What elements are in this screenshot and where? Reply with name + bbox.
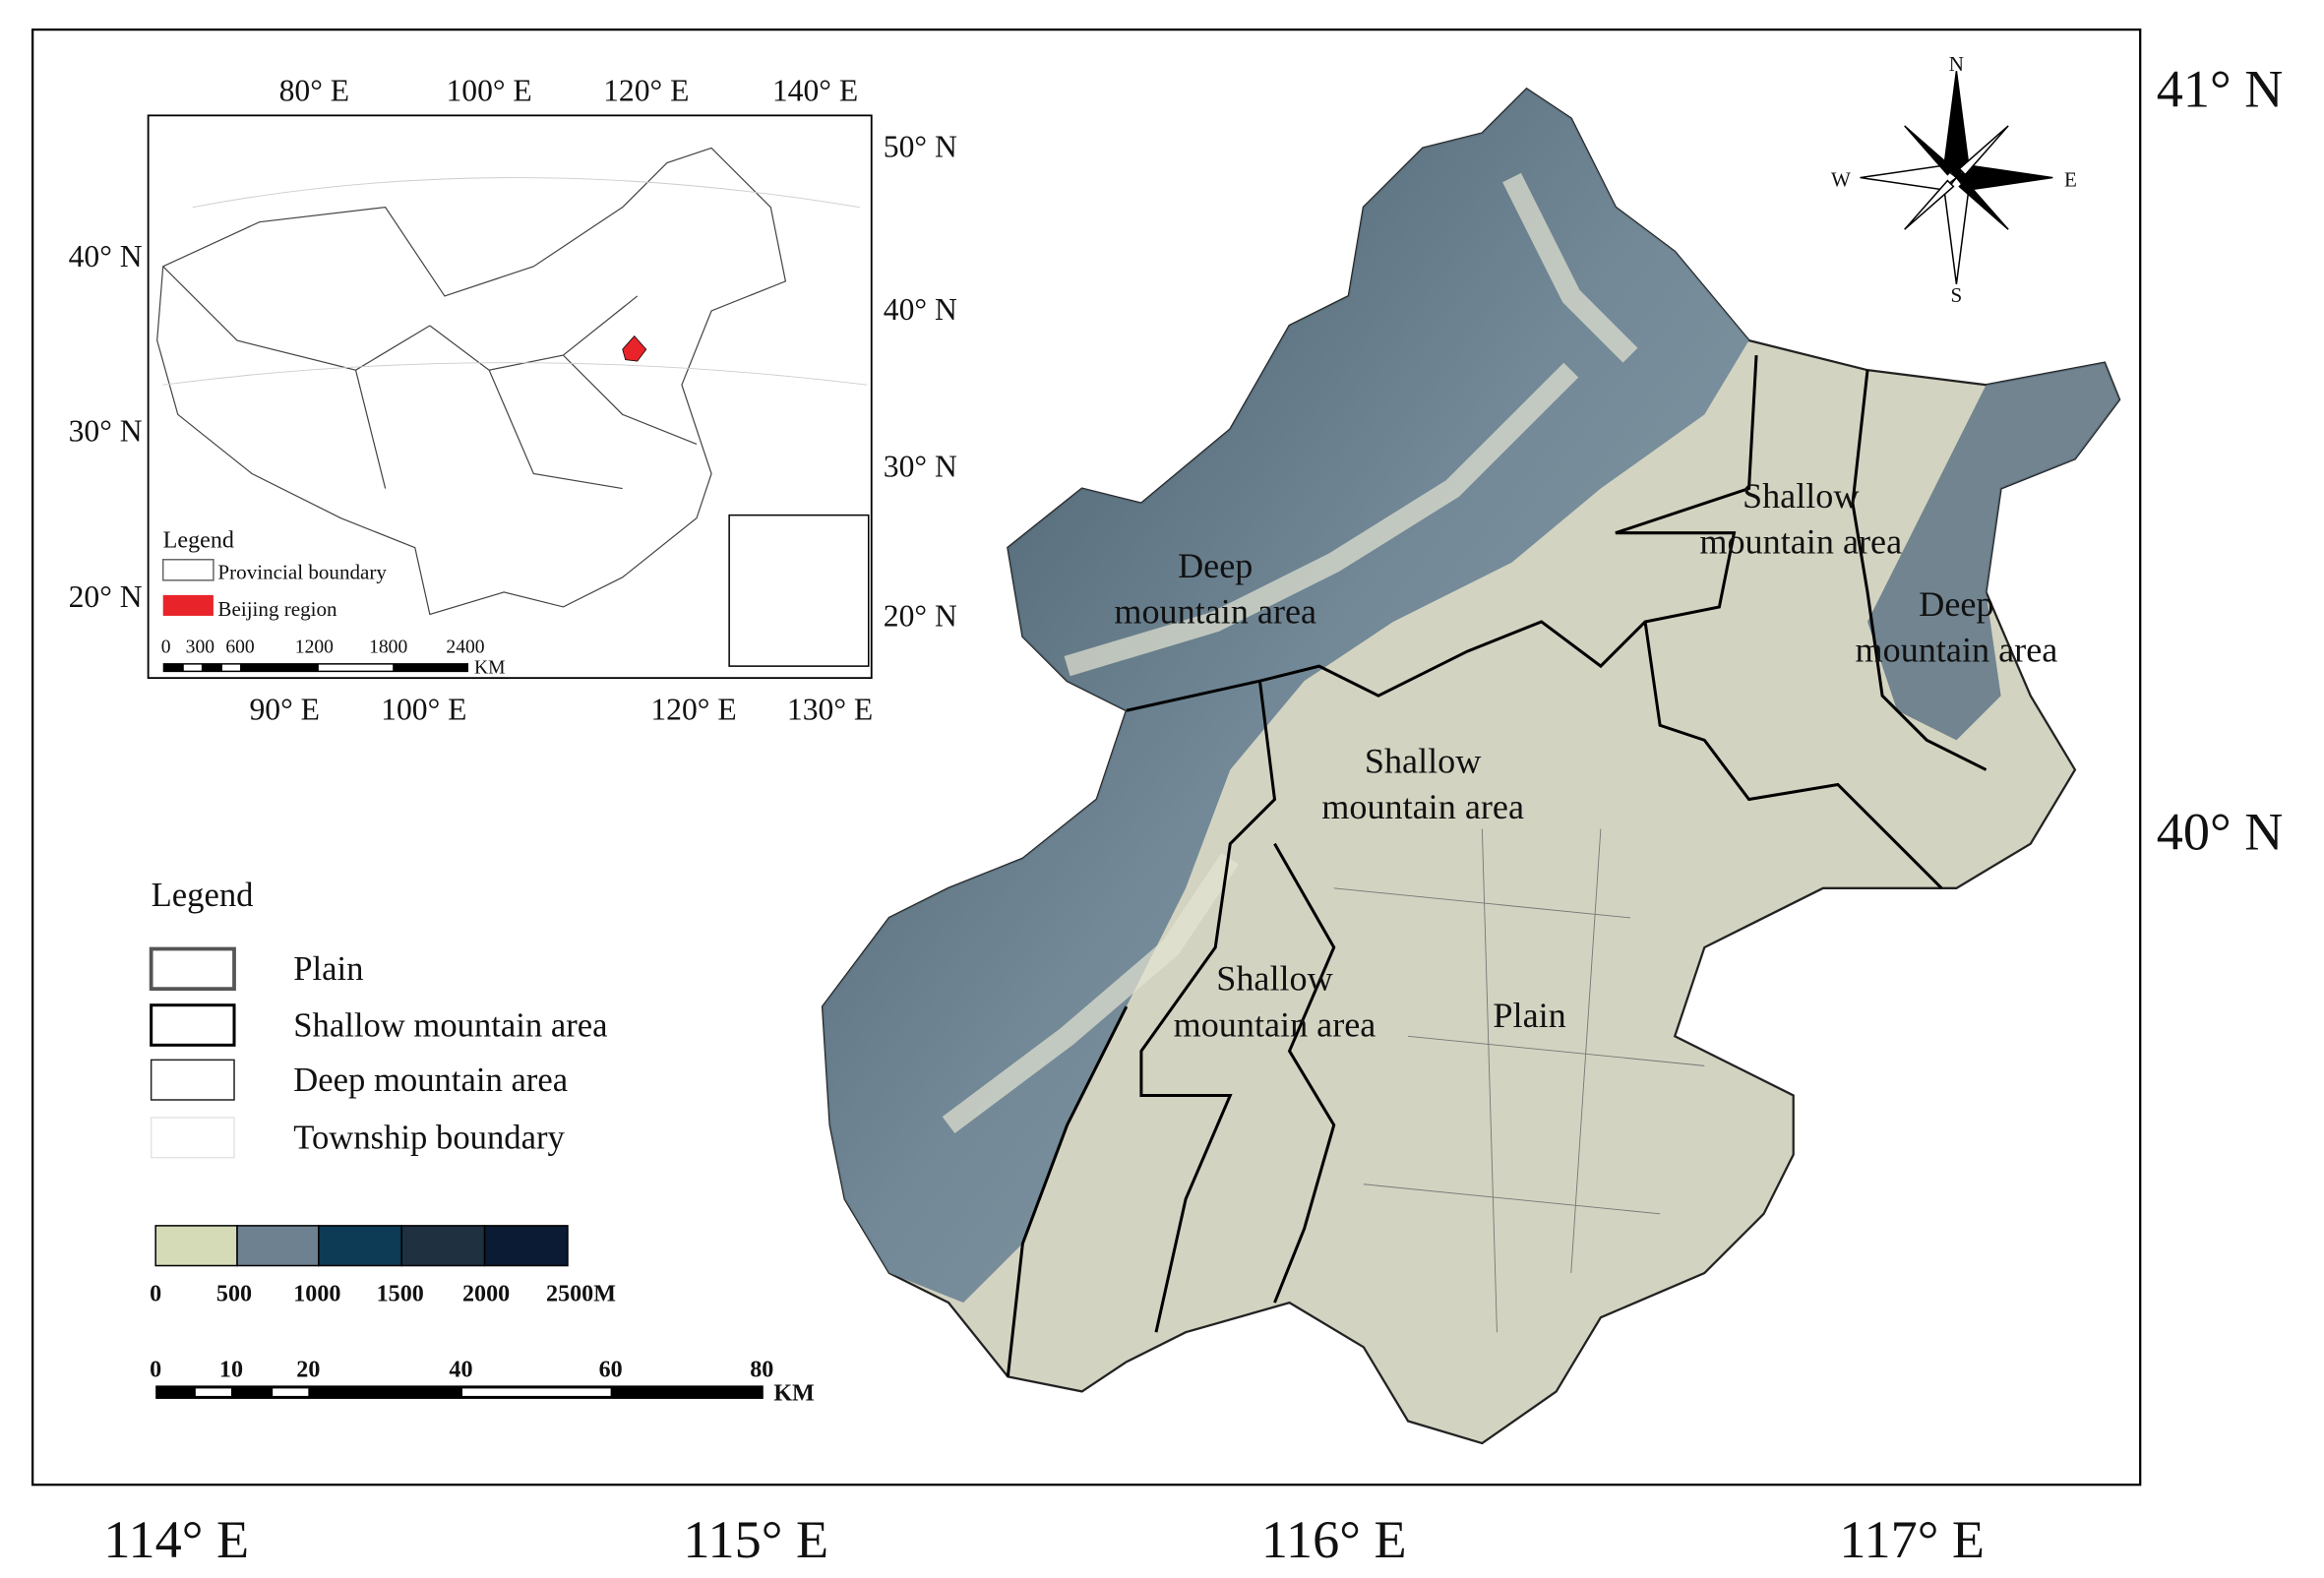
scale-bar-label: 60 [599,1357,623,1382]
legend-title: Legend [152,877,254,914]
south-sea-inset [728,514,870,667]
legend-swatch-township [150,1117,235,1159]
compass-label: N [1949,52,1964,76]
legend-item: Plain [293,950,363,988]
legend-swatch-plain [149,946,236,992]
inset-left-label: 20° N [69,579,143,614]
elevation-colorbar [154,1225,569,1267]
inset-left-label: 30° N [69,413,143,448]
legend-item: Shallow mountain area [293,1006,607,1044]
inset-scale-label: 300 [186,637,215,658]
region-label: mountain area [1321,787,1524,826]
inset-scale-label: 1200 [295,637,334,658]
compass-label: E [2064,168,2077,192]
inset-scale-label: 1800 [369,637,407,658]
elevation-label: 1500 [377,1282,424,1307]
region-label: Deep [1919,584,1993,624]
inset-scale-label: 2400 [446,637,484,658]
x-axis-label: 116° E [1261,1510,1407,1569]
legend-item: Township boundary [293,1120,565,1157]
legend-swatch-beijing [162,594,214,616]
region-label: mountain area [1856,631,2058,670]
scale-bar-label: 0 [150,1357,161,1382]
scale-bar-unit: KM [773,1380,815,1406]
x-axis-label: 115° E [683,1510,828,1569]
scale-bar-label: 20 [296,1357,320,1382]
legend-swatch-shallow [150,1003,236,1047]
map-frame [31,28,2142,1487]
inset-bottom-label: 100° E [381,692,466,726]
ridge-texture [942,172,1638,1133]
region-label: Shallow [1743,476,1859,516]
x-axis-label: 117° E [1839,1510,1985,1569]
compass-label: S [1951,283,1963,307]
region-label: mountain area [1699,522,1902,562]
elevation-label: 0 [150,1282,161,1307]
region-label: Deep [1178,546,1253,585]
region-label: Shallow [1365,741,1481,780]
inset-top-label: 80° E [279,73,350,107]
y-axis-label: 40° N [2157,803,2284,862]
inset-scale-label: 600 [225,637,255,658]
inset-top-label: 120° E [603,73,689,107]
deep-mountain-zone [823,89,1749,1304]
zone-boundary [1006,355,1988,1377]
x-axis-label: 114° E [103,1510,249,1569]
inset-right-label: 20° N [884,598,957,633]
inset-right-label: 30° N [884,450,957,484]
scale-bar [155,1385,764,1399]
legend-item: Deep mountain area [293,1062,568,1099]
elevation-label: 500 [216,1282,252,1307]
inset-left-label: 40° N [69,239,143,273]
inset-right-label: 50° N [884,130,957,164]
beijing-marker [622,334,647,362]
inset-bottom-label: 90° E [249,692,320,726]
compass [1860,71,2053,284]
inset-bottom-label: 130° E [787,692,873,726]
region-label: mountain area [1174,1004,1376,1044]
inset-legend-item: Provincial boundary [217,560,387,583]
elevation-label: 2500M [546,1282,616,1307]
elevation-label: 2000 [462,1282,510,1307]
legend-swatch-provincial [161,559,214,581]
inset-bottom-label: 120° E [650,692,736,726]
inset-right-label: 40° N [884,292,957,327]
inset-top-label: 140° E [772,73,858,107]
scale-bar-label: 40 [449,1357,472,1382]
region-label: Shallow [1216,959,1332,999]
deep-mountain-zone [1867,362,2120,741]
inset-scale-unit: KM [474,658,506,679]
region-label: Plain [1493,996,1565,1035]
beijing-region [821,87,2121,1445]
inset-top-label: 100° E [446,73,531,107]
elevation-label: 1000 [293,1282,340,1307]
inset-legend-item: Beijing region [217,597,337,621]
inset-legend-title: Legend [163,528,234,554]
township-boundary [1333,828,1705,1333]
inset-scale-label: 0 [161,637,171,658]
region-label: mountain area [1114,591,1316,631]
inset-scale-bar [162,663,469,673]
scale-bar-label: 10 [219,1357,243,1382]
legend-swatch-deep [150,1059,235,1101]
graticule [162,177,868,386]
y-axis-label: 41° N [2157,59,2284,118]
compass-label: W [1831,168,1851,192]
scale-bar-label: 80 [750,1357,773,1382]
